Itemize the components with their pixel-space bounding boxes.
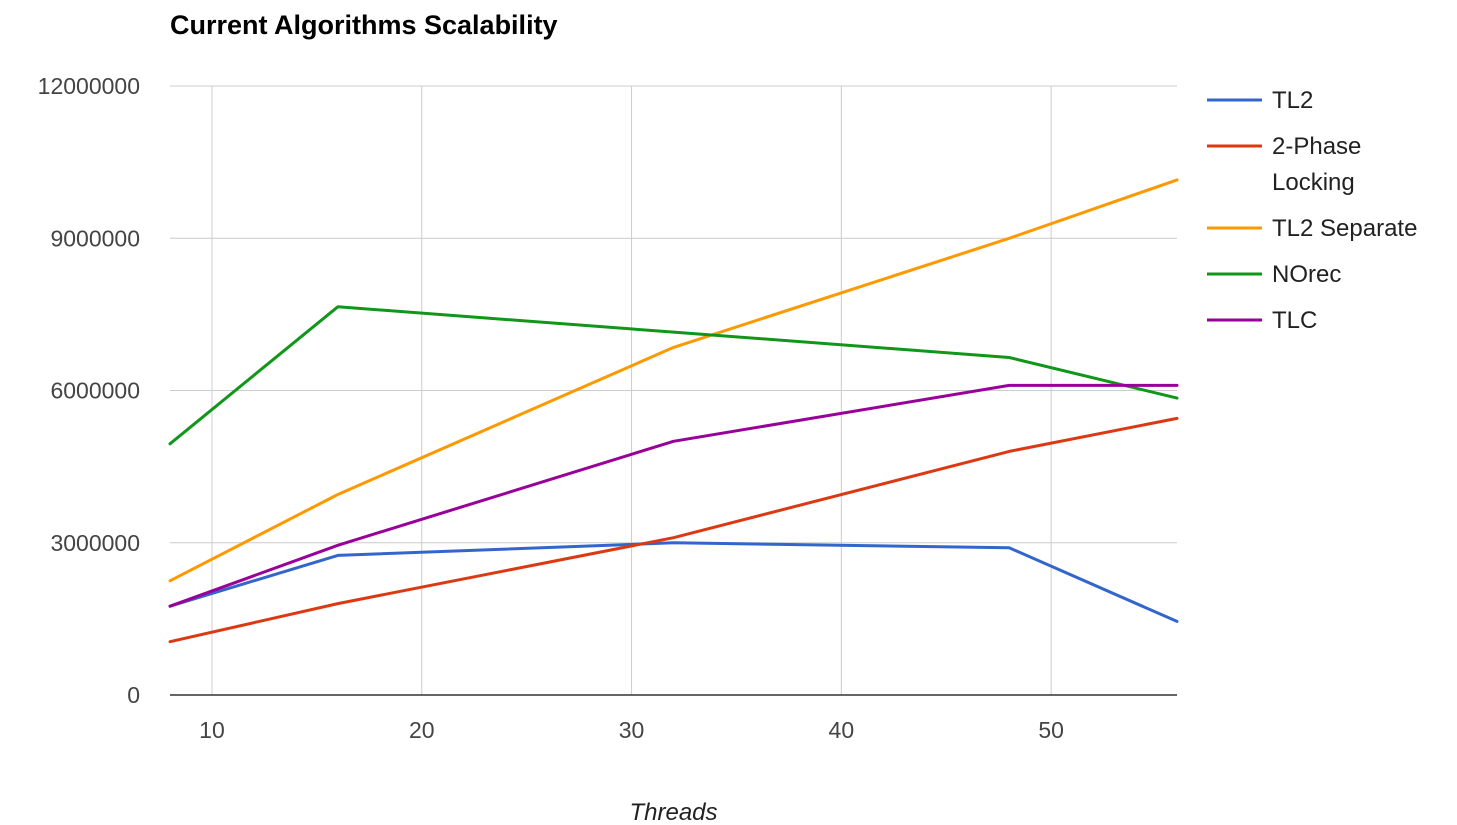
series-line-tlc	[168, 383, 1179, 608]
chart-title: Current Algorithms Scalability	[170, 10, 558, 40]
x-axis-tick-labels: 10 20 30 40 50	[199, 717, 1064, 743]
legend-label: TL2 Separate	[1272, 215, 1417, 242]
legend-label: TLC	[1272, 307, 1317, 334]
legend-label: Locking	[1272, 169, 1355, 196]
y-tick-label: 3000000	[50, 530, 140, 556]
series-line-tl2-separate	[168, 178, 1179, 583]
legend-label: 2-Phase	[1272, 133, 1361, 160]
legend-item-tl2[interactable]: TL2	[1207, 87, 1313, 114]
legend[interactable]: TL2 2-Phase Locking TL2 Separate NOrec TLC	[1207, 87, 1417, 334]
series-lines	[168, 178, 1179, 644]
y-tick-label: 9000000	[50, 225, 140, 251]
legend-item-2-phase-locking[interactable]: 2-Phase Locking	[1207, 133, 1361, 196]
legend-item-tlc[interactable]: TLC	[1207, 307, 1317, 334]
series-line-2-phase-locking	[168, 416, 1179, 644]
legend-label: TL2	[1272, 87, 1313, 114]
x-tick-label: 40	[829, 717, 855, 743]
x-tick-label: 20	[409, 717, 435, 743]
legend-item-tl2-separate[interactable]: TL2 Separate	[1207, 215, 1417, 242]
series-line-norec	[168, 305, 1179, 446]
y-tick-label: 6000000	[50, 378, 140, 404]
x-tick-label: 30	[619, 717, 645, 743]
gridlines	[170, 85, 1177, 695]
y-axis-tick-labels: 0 3000000 6000000 9000000 12000000	[38, 73, 140, 708]
legend-item-norec[interactable]: NOrec	[1207, 261, 1341, 288]
y-tick-label: 0	[127, 682, 140, 708]
series-line-tl2	[168, 541, 1179, 623]
x-tick-label: 50	[1038, 717, 1064, 743]
x-tick-label: 10	[199, 717, 225, 743]
legend-label: NOrec	[1272, 261, 1341, 288]
x-axis-title: Threads	[629, 799, 717, 825]
y-tick-label: 12000000	[38, 73, 140, 99]
